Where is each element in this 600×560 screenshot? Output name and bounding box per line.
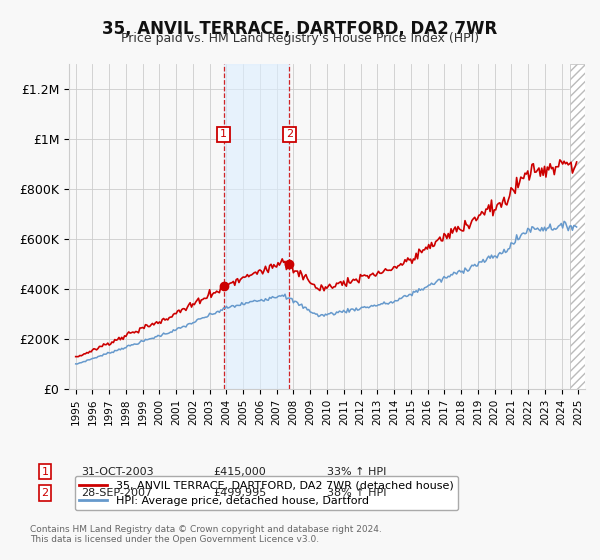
Bar bbox=[224, 64, 289, 389]
Text: 28-SEP-2007: 28-SEP-2007 bbox=[81, 488, 152, 498]
Text: Contains HM Land Registry data © Crown copyright and database right 2024.: Contains HM Land Registry data © Crown c… bbox=[30, 525, 382, 534]
Legend: 35, ANVIL TERRACE, DARTFORD, DA2 7WR (detached house), HPI: Average price, detac: 35, ANVIL TERRACE, DARTFORD, DA2 7WR (de… bbox=[74, 476, 458, 510]
Text: 2: 2 bbox=[286, 129, 293, 139]
Bar bbox=[570, 64, 585, 389]
Text: 1: 1 bbox=[220, 129, 227, 139]
Text: 31-OCT-2003: 31-OCT-2003 bbox=[81, 466, 154, 477]
Text: This data is licensed under the Open Government Licence v3.0.: This data is licensed under the Open Gov… bbox=[30, 534, 319, 544]
Text: 38% ↑ HPI: 38% ↑ HPI bbox=[327, 488, 386, 498]
Text: Price paid vs. HM Land Registry's House Price Index (HPI): Price paid vs. HM Land Registry's House … bbox=[121, 32, 479, 45]
Text: 1: 1 bbox=[41, 466, 49, 477]
Text: £415,000: £415,000 bbox=[213, 466, 266, 477]
Bar bbox=[570, 64, 585, 389]
Text: £499,995: £499,995 bbox=[213, 488, 266, 498]
Text: 2: 2 bbox=[41, 488, 49, 498]
Text: 33% ↑ HPI: 33% ↑ HPI bbox=[327, 466, 386, 477]
Text: 35, ANVIL TERRACE, DARTFORD, DA2 7WR: 35, ANVIL TERRACE, DARTFORD, DA2 7WR bbox=[103, 20, 497, 38]
